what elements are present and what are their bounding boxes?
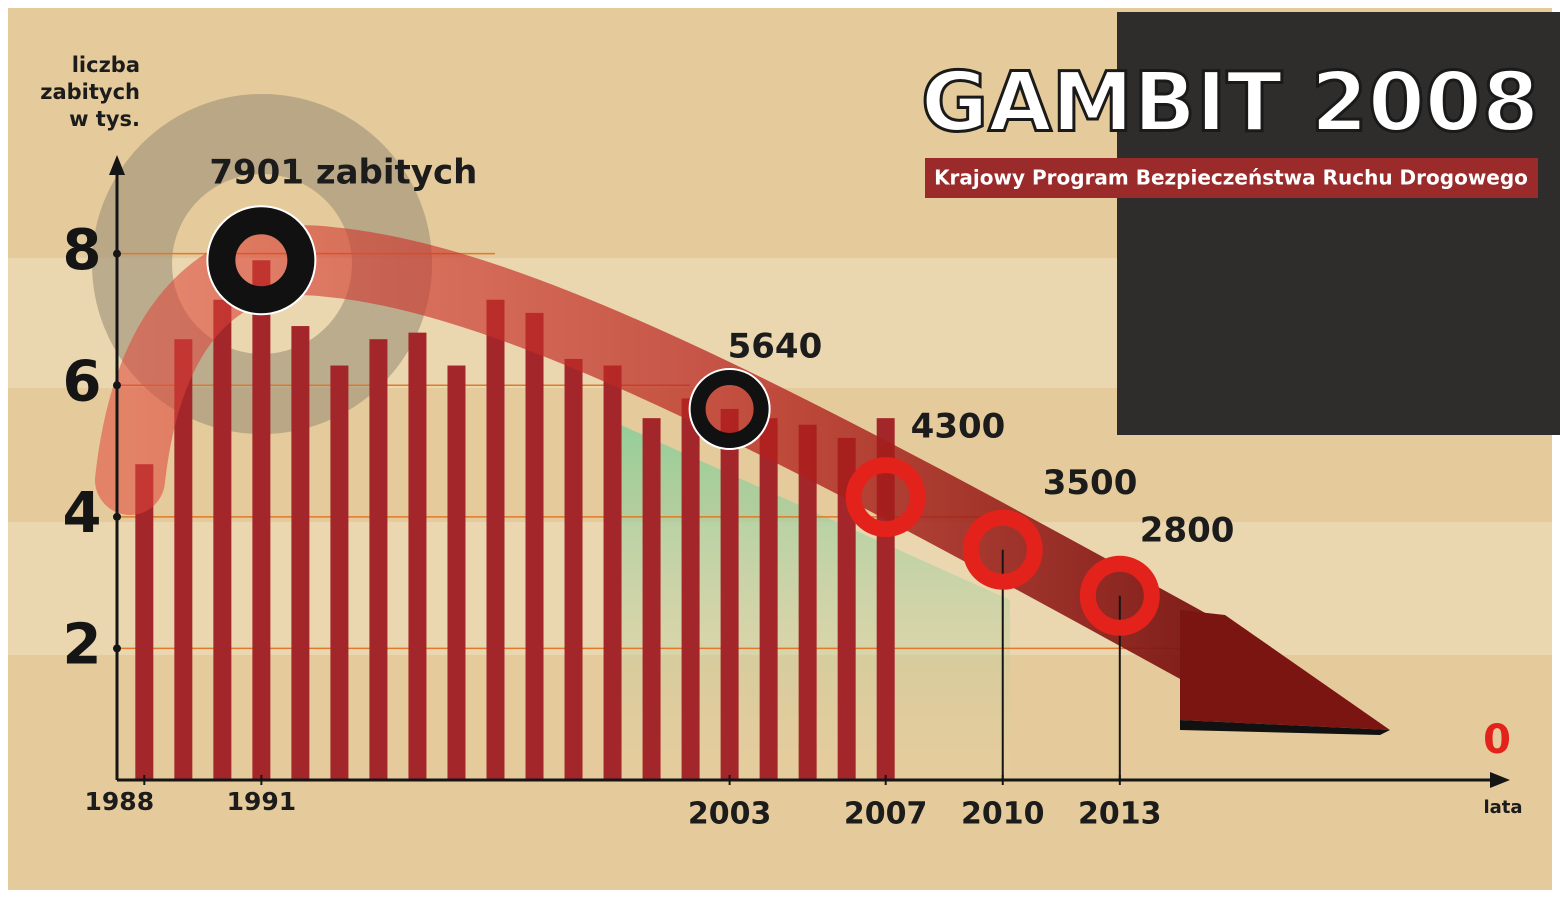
y-axis-label: liczba zabitych w tys. <box>18 52 140 133</box>
bar <box>760 418 778 780</box>
bar <box>643 418 661 780</box>
target-label: 4300 <box>911 407 1006 447</box>
title: GAMBIT 2008 <box>921 55 1539 150</box>
x-tick-label: 2010 <box>961 797 1045 832</box>
bar <box>526 313 544 780</box>
x-axis-label: lata <box>1483 797 1522 818</box>
bar <box>408 333 426 780</box>
x-tick-label: 2013 <box>1078 797 1162 832</box>
x-tick-label: 2003 <box>688 797 772 832</box>
target-label: 2800 <box>1140 510 1235 550</box>
y-tick-label: 4 <box>63 481 102 546</box>
y-tick-label: 6 <box>63 349 102 414</box>
bar <box>213 300 231 780</box>
bar <box>447 366 465 780</box>
subtitle: Krajowy Program Bezpieczeństwa Ruchu Dro… <box>934 166 1528 190</box>
bar <box>291 326 309 780</box>
x-tick-label: 1991 <box>227 787 297 816</box>
y-tick-label: 2 <box>63 613 102 678</box>
goal-label: 0 <box>1483 717 1511 763</box>
target-label: 5640 <box>728 326 823 366</box>
bar <box>486 300 504 780</box>
x-tick-label: 2007 <box>844 797 928 832</box>
bar <box>721 409 739 780</box>
target-label: 7901 zabitych <box>209 153 477 193</box>
bar <box>565 359 583 780</box>
page: GAMBIT 2008 Krajowy Program Bezpieczeńst… <box>0 0 1560 897</box>
y-tick-label: 8 <box>63 218 102 283</box>
x-tick-label: 1988 <box>85 787 155 816</box>
bar <box>369 339 387 780</box>
bar <box>682 398 700 780</box>
target-label: 3500 <box>1043 463 1138 503</box>
bar <box>252 260 270 780</box>
chart: GAMBIT 2008 Krajowy Program Bezpieczeńst… <box>0 0 1560 897</box>
bar <box>330 366 348 780</box>
bar <box>604 366 622 780</box>
